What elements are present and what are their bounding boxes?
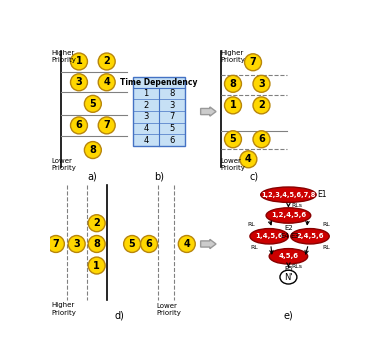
Text: Lower
Priority: Lower Priority — [51, 158, 76, 171]
Text: 1,2,3,4,5,6,7,8: 1,2,3,4,5,6,7,8 — [261, 192, 316, 198]
Text: b): b) — [154, 171, 164, 182]
Circle shape — [253, 75, 270, 92]
Circle shape — [225, 97, 241, 114]
Text: 5: 5 — [129, 239, 135, 249]
Text: RL: RL — [251, 245, 259, 250]
Text: 4: 4 — [144, 136, 149, 145]
Circle shape — [88, 257, 105, 274]
Circle shape — [71, 53, 87, 70]
Text: 1: 1 — [144, 89, 149, 98]
Text: 7: 7 — [170, 112, 175, 121]
Text: E4: E4 — [280, 233, 289, 239]
Text: 6: 6 — [258, 134, 265, 144]
Circle shape — [84, 95, 101, 112]
Circle shape — [84, 142, 101, 158]
Text: 2: 2 — [144, 101, 149, 110]
Circle shape — [124, 235, 140, 252]
Text: 8: 8 — [89, 145, 96, 155]
Text: E3: E3 — [290, 233, 299, 239]
Circle shape — [253, 131, 270, 148]
Text: E2: E2 — [284, 225, 293, 231]
Text: 1: 1 — [76, 56, 82, 67]
Text: 3: 3 — [170, 101, 175, 110]
Text: 5: 5 — [170, 124, 175, 133]
Text: a): a) — [87, 171, 97, 182]
Text: RLs: RLs — [291, 264, 303, 269]
Text: 5: 5 — [89, 99, 96, 109]
Circle shape — [48, 235, 64, 252]
Text: 8: 8 — [170, 89, 175, 98]
Text: 8: 8 — [93, 239, 100, 249]
Text: Time Dependency: Time Dependency — [120, 78, 198, 87]
Text: RLs: RLs — [291, 203, 303, 208]
Text: Lower
Priority: Lower Priority — [156, 302, 181, 315]
Text: 3: 3 — [76, 77, 82, 87]
FancyArrow shape — [200, 239, 216, 249]
Text: 1: 1 — [93, 260, 100, 271]
Text: Higher
Priority: Higher Priority — [221, 50, 246, 63]
Text: 7: 7 — [250, 57, 256, 67]
Text: d): d) — [114, 310, 124, 320]
Text: 4: 4 — [103, 77, 110, 87]
Text: 4: 4 — [144, 124, 149, 133]
Text: 1: 1 — [230, 100, 236, 111]
Circle shape — [225, 131, 241, 148]
Text: RL: RL — [248, 222, 255, 227]
Text: 1,4,5,6: 1,4,5,6 — [255, 233, 283, 239]
Text: 1,2,4,5,6: 1,2,4,5,6 — [271, 213, 306, 219]
Text: 4: 4 — [183, 239, 190, 249]
Text: 2: 2 — [93, 218, 100, 228]
Text: 8: 8 — [230, 79, 236, 89]
Text: 5: 5 — [230, 134, 236, 144]
Ellipse shape — [250, 228, 289, 244]
Circle shape — [240, 151, 257, 168]
Ellipse shape — [261, 187, 316, 202]
Text: 7: 7 — [53, 239, 59, 249]
FancyArrow shape — [200, 107, 216, 116]
Bar — [133, 77, 185, 146]
Text: Higher
Priority: Higher Priority — [51, 302, 76, 315]
Circle shape — [98, 117, 115, 134]
Circle shape — [253, 97, 270, 114]
Circle shape — [98, 74, 115, 91]
Text: Lower
Priority: Lower Priority — [221, 158, 246, 171]
Text: E1: E1 — [318, 190, 327, 199]
Circle shape — [88, 235, 105, 252]
Text: 6: 6 — [76, 120, 82, 130]
Text: E5: E5 — [284, 265, 293, 271]
Circle shape — [71, 117, 87, 134]
Circle shape — [71, 74, 87, 91]
Text: 4: 4 — [245, 154, 252, 164]
Ellipse shape — [266, 208, 311, 223]
Circle shape — [98, 53, 115, 70]
Text: RL: RL — [322, 245, 330, 250]
Text: 2: 2 — [103, 56, 110, 67]
Text: Higher
Priority: Higher Priority — [51, 50, 76, 63]
Text: 3: 3 — [258, 79, 265, 89]
Circle shape — [225, 75, 241, 92]
Text: 2,4,5,6: 2,4,5,6 — [296, 233, 324, 239]
Circle shape — [68, 235, 85, 252]
Text: e): e) — [284, 310, 293, 320]
Circle shape — [140, 235, 158, 252]
Text: 3: 3 — [143, 112, 149, 121]
Text: 4,5,6: 4,5,6 — [278, 253, 298, 259]
Text: N': N' — [284, 272, 293, 282]
Circle shape — [88, 215, 105, 232]
Text: 3: 3 — [73, 239, 80, 249]
Text: RL: RL — [322, 222, 330, 227]
Circle shape — [245, 54, 261, 71]
Text: 2: 2 — [258, 100, 265, 111]
Text: 6: 6 — [146, 239, 152, 249]
Text: 7: 7 — [103, 120, 110, 130]
Text: c): c) — [249, 171, 258, 182]
Ellipse shape — [280, 270, 297, 284]
Circle shape — [178, 235, 195, 252]
Ellipse shape — [291, 228, 329, 244]
Ellipse shape — [269, 249, 308, 264]
Text: 6: 6 — [170, 136, 175, 145]
